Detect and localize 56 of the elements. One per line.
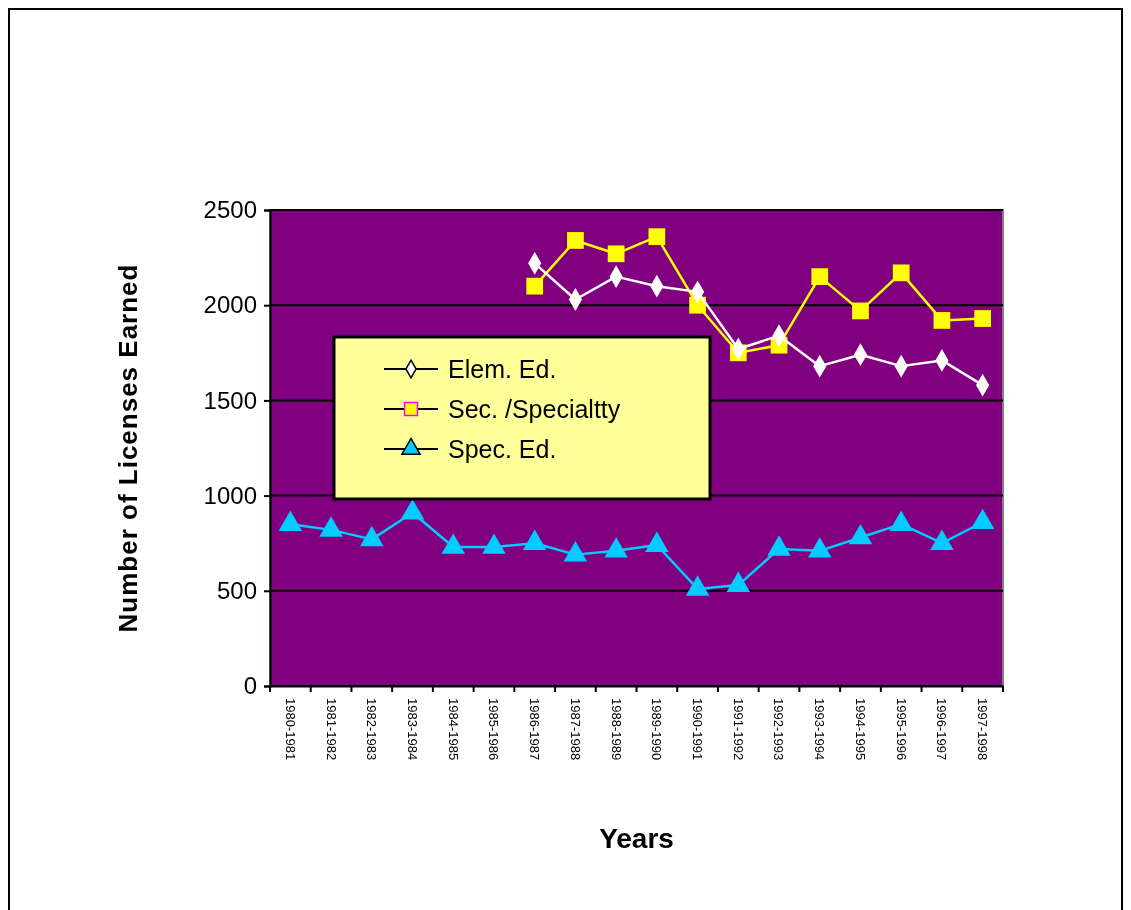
point (848, 523, 873, 545)
x-tick-label: 1983-1984 (404, 698, 420, 761)
legend-label: Sec. /Specialtty (448, 395, 621, 423)
point (970, 508, 995, 530)
point (400, 499, 425, 520)
point (278, 510, 303, 531)
point (522, 529, 547, 550)
x-tick-label: 1980-1981 (282, 698, 298, 761)
point (685, 575, 710, 596)
point (567, 232, 584, 249)
point (767, 535, 791, 556)
x-tick-label: 1989-1990 (649, 698, 665, 761)
point (604, 537, 628, 558)
x-tick-label: 1994-1995 (852, 698, 868, 761)
point (526, 277, 544, 295)
point (607, 245, 625, 263)
point (933, 312, 951, 329)
y-tick-label: 1000 (203, 481, 257, 509)
legend-label: Elem. Ed. (448, 355, 557, 383)
x-tick-label: 1996-1997 (934, 698, 950, 761)
x-tick-label: 1987-1988 (567, 698, 583, 761)
point (648, 228, 666, 246)
point (807, 537, 832, 558)
x-tick-label: 1995-1996 (893, 698, 909, 761)
x-tick-label: 1991-1992 (730, 698, 746, 761)
y-axis-title: Number of Licenses Earned (113, 263, 143, 633)
point (645, 531, 669, 552)
point (889, 510, 913, 531)
point (563, 541, 588, 562)
legend-label: Spec. Ed. (448, 435, 557, 463)
point (360, 525, 384, 547)
point (811, 268, 829, 286)
x-tick-label: 1985-1986 (486, 698, 502, 761)
x-tick-label: 1982-1983 (364, 698, 380, 761)
point (930, 529, 954, 550)
y-tick-label: 1500 (203, 386, 257, 414)
point (852, 302, 869, 320)
x-tick-label: 1992-1993 (771, 698, 787, 761)
x-tick-label: 1988-1989 (608, 698, 624, 761)
x-tick-label: 1981-1982 (323, 698, 339, 761)
x-tick-label: 1990-1991 (690, 698, 706, 761)
x-tick-label: 1984-1985 (445, 698, 461, 761)
x-tick-label: 1993-1994 (812, 698, 828, 761)
point (726, 571, 751, 592)
x-tick-label: 1997-1998 (975, 698, 991, 761)
point (892, 264, 910, 282)
point (974, 310, 991, 327)
point (319, 516, 343, 537)
point (441, 533, 466, 554)
point (482, 533, 506, 554)
x-tick-label: 1986-1987 (527, 698, 543, 761)
y-tick-label: 2000 (203, 291, 257, 319)
y-tick-label: 0 (243, 672, 257, 700)
y-tick-label: 2500 (203, 196, 257, 224)
x-axis-title: Years (599, 823, 674, 854)
y-tick-label: 500 (216, 576, 257, 604)
